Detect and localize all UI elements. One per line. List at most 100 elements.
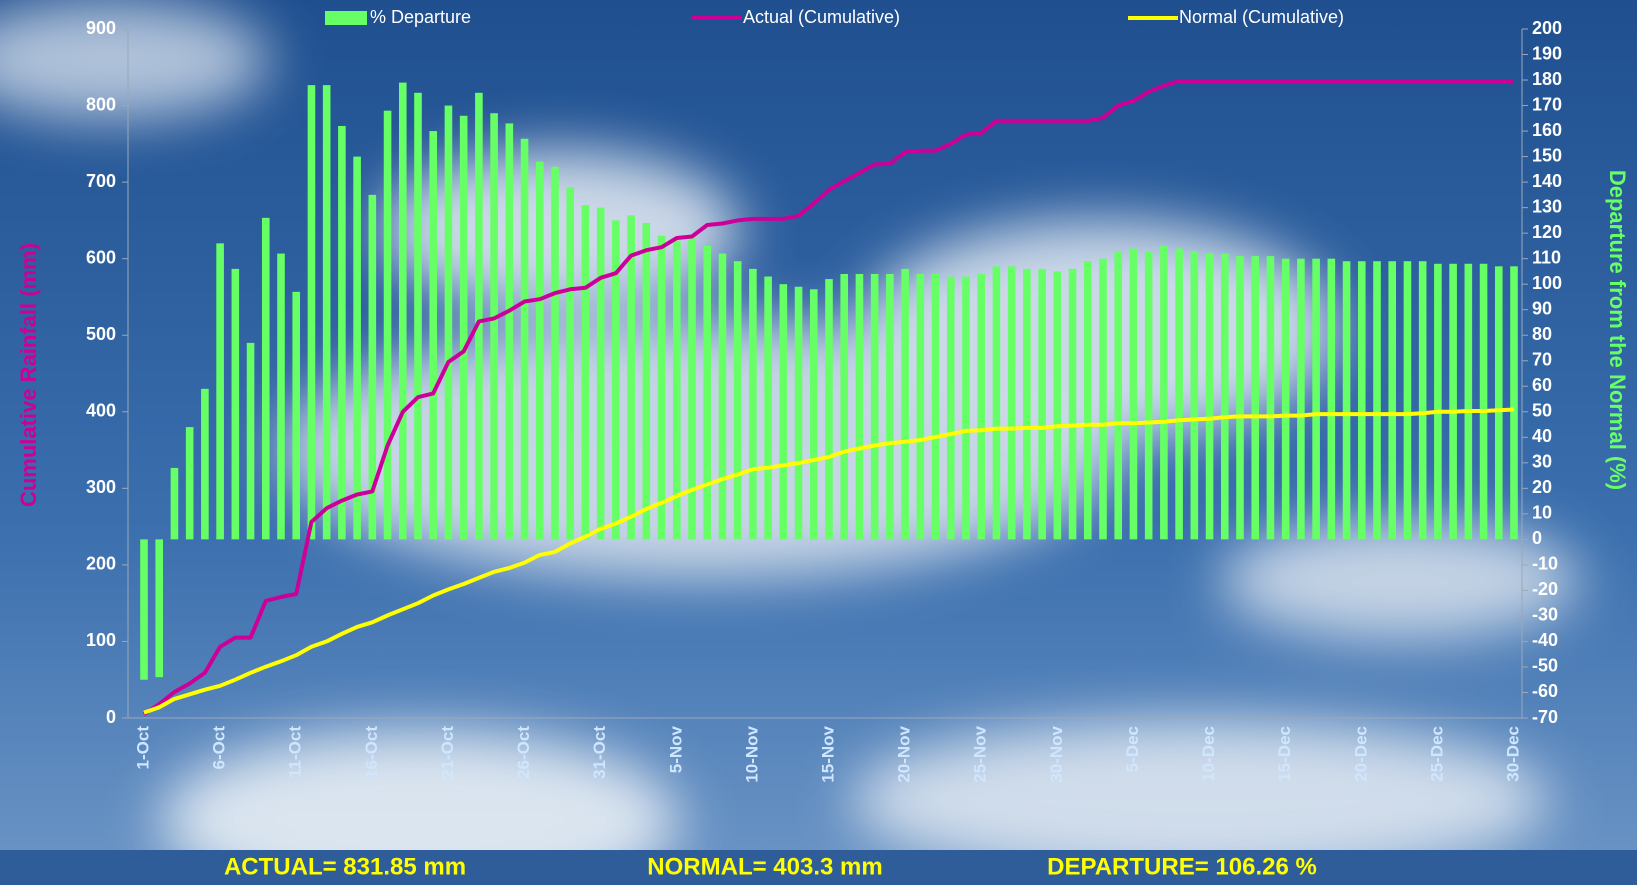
bar: [368, 194, 377, 540]
bar: [1038, 268, 1046, 540]
x-tick-label: 31-Oct: [590, 726, 609, 779]
bar: [1403, 261, 1412, 540]
legend-swatch: [325, 11, 367, 25]
bar: [946, 276, 955, 540]
bar: [1160, 245, 1168, 540]
y2-tick-label: 110: [1532, 247, 1561, 267]
bar: [1053, 271, 1062, 540]
bar: [855, 273, 864, 540]
bar: [1114, 251, 1123, 540]
bar: [916, 273, 925, 540]
y-tick-label: 700: [86, 171, 116, 191]
y-tick-label: 300: [86, 477, 116, 497]
bar: [505, 123, 514, 540]
bar: [733, 261, 742, 540]
bar: [718, 253, 727, 540]
bar: [170, 467, 179, 540]
y-tick-label: 0: [106, 707, 116, 727]
y-tick-label: 100: [86, 630, 116, 650]
bar: [977, 273, 986, 540]
bar: [672, 240, 681, 540]
y2-tick-label: 50: [1532, 401, 1552, 421]
bar: [201, 388, 209, 540]
bar: [657, 235, 666, 540]
y2-tick-label: -50: [1532, 656, 1558, 676]
legend-label: % Departure: [370, 7, 471, 27]
bar: [809, 289, 818, 540]
bar: [901, 268, 909, 540]
y2-tick-label: 120: [1532, 222, 1562, 242]
bar: [1479, 263, 1488, 540]
y-tick-label: 800: [86, 94, 116, 114]
bar: [1418, 261, 1427, 540]
y-tick-label: 200: [86, 554, 116, 574]
y2-tick-label: 190: [1532, 43, 1562, 63]
bar: [307, 85, 316, 540]
y2-tick-label: -30: [1532, 605, 1558, 625]
y2-tick-label: 60: [1532, 375, 1552, 395]
y2-tick-label: -40: [1532, 630, 1558, 650]
bar: [1220, 253, 1229, 540]
bar: [1388, 261, 1397, 540]
y2-tick-label: 130: [1532, 196, 1562, 216]
bar: [1251, 256, 1260, 540]
y-tick-label: 400: [86, 401, 116, 421]
bar: [216, 243, 224, 540]
bar: [1175, 248, 1183, 540]
x-tick-label: 16-Oct: [362, 726, 381, 779]
bar: [1083, 261, 1092, 540]
x-tick-label: 20-Nov: [895, 725, 914, 782]
y2-tick-label: 200: [1532, 18, 1562, 38]
y2-tick-label: 40: [1532, 426, 1552, 446]
y2-tick-label: -60: [1532, 681, 1558, 701]
y2-tick-label: 100: [1532, 273, 1562, 293]
bar: [1449, 263, 1457, 540]
bar: [383, 110, 392, 540]
bar: [1357, 261, 1366, 540]
bar: [1144, 251, 1153, 540]
x-tick-label: 30-Dec: [1503, 726, 1522, 782]
bar: [703, 245, 712, 540]
bar: [1023, 268, 1031, 540]
bar: [1007, 266, 1016, 540]
x-tick-label: 26-Oct: [514, 726, 533, 779]
x-tick-label: 5-Dec: [1123, 726, 1142, 772]
bar: [551, 166, 559, 540]
bar: [1434, 263, 1442, 540]
bar: [1510, 266, 1518, 540]
bar: [231, 268, 240, 540]
y2-tick-label: -20: [1532, 579, 1558, 599]
bar: [931, 273, 940, 540]
y-tick-label: 500: [86, 324, 116, 344]
bar: [627, 215, 635, 540]
bar: [1373, 261, 1381, 540]
bar: [338, 125, 346, 540]
bar: [140, 539, 148, 680]
line: [143, 407, 1515, 715]
bar: [764, 276, 772, 540]
y2-tick-label: 30: [1532, 452, 1552, 472]
bar: [261, 217, 270, 540]
x-tick-label: 15-Dec: [1275, 726, 1294, 782]
bar: [825, 279, 833, 540]
bar: [155, 539, 164, 678]
bar: [1312, 258, 1320, 540]
bar: [322, 85, 331, 540]
bar: [185, 427, 194, 540]
y2-tick-label: 70: [1532, 349, 1552, 369]
footer-band: [0, 850, 1637, 885]
bar: [459, 115, 468, 540]
bar: [1236, 256, 1244, 540]
x-tick-label: 5-Nov: [666, 725, 685, 773]
bar: [277, 253, 285, 540]
y2-tick-label: 90: [1532, 298, 1552, 318]
bar: [1342, 261, 1351, 540]
bar: [1068, 268, 1077, 540]
y-axis-title: Cumulative Rainfall (mm): [16, 243, 41, 507]
bar: [1129, 248, 1138, 540]
y2-tick-label: 140: [1532, 171, 1562, 191]
y2-tick-label: -70: [1532, 707, 1558, 727]
summary-departure: DEPARTURE= 106.26 %: [1047, 853, 1317, 880]
bar: [535, 161, 544, 540]
bar: [840, 273, 849, 540]
